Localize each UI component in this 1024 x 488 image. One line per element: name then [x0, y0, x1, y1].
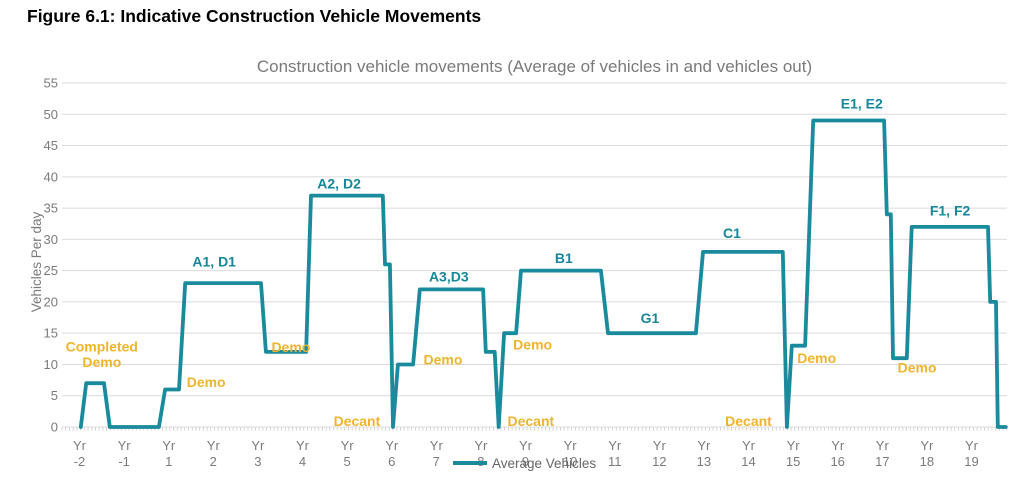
- x-tick-label: -1: [118, 454, 130, 469]
- y-tick-label: 5: [51, 388, 58, 403]
- x-tick-labels: Yr-2Yr-1Yr1Yr2Yr3Yr4Yr5Yr6Yr7Yr8Yr9Yr10Y…: [73, 438, 979, 469]
- x-tick-label: Yr: [474, 438, 488, 453]
- annotations: Completed Demo Demo A1, D1 Demo A2, D2 Decant D…: [66, 96, 971, 429]
- x-tick-label: 4: [299, 454, 306, 469]
- x-tick-label: 12: [652, 454, 666, 469]
- x-tick-label: 3: [254, 454, 261, 469]
- annotation-label: Demo: [513, 336, 552, 352]
- series-line-average-vehicles: [78, 118, 1008, 429]
- y-tick-label: 15: [44, 326, 58, 341]
- y-tick-label: 10: [44, 357, 58, 372]
- annotation-label: Completed Demo: [66, 339, 138, 371]
- x-tick-label: 7: [433, 454, 440, 469]
- y-tick-label: 20: [44, 294, 58, 309]
- y-tick-label: 50: [44, 107, 58, 122]
- x-tick-label: 13: [697, 454, 711, 469]
- x-tick-label: Yr: [742, 438, 756, 453]
- x-tick-label: Yr: [787, 438, 801, 453]
- y-tick-label: 25: [44, 263, 58, 278]
- y-tick-labels: 0 5 10 15 20 25 30 35 40 45 50 55: [44, 76, 58, 435]
- x-tick-label: -2: [74, 454, 86, 469]
- y-tick-label: 55: [44, 76, 58, 91]
- x-tick-label: 19: [964, 454, 978, 469]
- annotation-label: E1, E2: [841, 96, 883, 112]
- legend: Average Vehicles: [453, 456, 596, 471]
- x-tick-label: 5: [343, 454, 350, 469]
- annotation-label: C1: [723, 225, 741, 241]
- x-tick-label: Yr: [920, 438, 934, 453]
- y-tick-label: 45: [44, 138, 58, 153]
- x-tick-label: 18: [920, 454, 934, 469]
- x-tick-label: Yr: [564, 438, 578, 453]
- x-tick-label: Yr: [296, 438, 310, 453]
- x-tick-label: Yr: [251, 438, 265, 453]
- annotation-label: Decant: [334, 413, 381, 429]
- x-tick-label: Yr: [430, 438, 444, 453]
- annotation-label: B1: [555, 250, 573, 266]
- x-tick-label: Yr: [162, 438, 176, 453]
- annotation-label: Demo: [271, 339, 310, 355]
- x-tick-label: Yr: [341, 438, 355, 453]
- x-tick-label: 14: [741, 454, 755, 469]
- annotation-label: F1, F2: [930, 203, 971, 219]
- annotation-label: Demo: [187, 374, 226, 390]
- x-axis: [61, 427, 1008, 431]
- x-tick-label: Yr: [519, 438, 533, 453]
- x-tick-label: Yr: [965, 438, 979, 453]
- x-tick-label: 2: [210, 454, 217, 469]
- x-tick-label: 11: [608, 454, 622, 469]
- annotation-label: Demo: [797, 350, 836, 366]
- y-axis-title: Vehicles Per day: [29, 211, 44, 312]
- annotation-label: A2, D2: [317, 176, 361, 192]
- chart-title: Construction vehicle movements (Average …: [257, 57, 812, 76]
- x-tick-label: Yr: [697, 438, 711, 453]
- x-tick-label: 9: [522, 454, 529, 469]
- annotation-label: Decant: [508, 413, 555, 429]
- annotation-label: Decant: [725, 413, 772, 429]
- annotation-label: A3,D3: [429, 268, 469, 284]
- x-tick-label: 16: [830, 454, 844, 469]
- gridlines: [62, 82, 1007, 428]
- x-tick-label: 15: [786, 454, 800, 469]
- x-tick-label: Yr: [385, 438, 399, 453]
- annotation-label: A1, D1: [192, 253, 236, 269]
- legend-label: Average Vehicles: [492, 456, 596, 471]
- annotation-label: Demo: [424, 351, 463, 367]
- x-tick-label: Yr: [653, 438, 667, 453]
- y-tick-label: 35: [44, 201, 58, 216]
- y-axis-label: Vehicles Per day: [29, 211, 44, 312]
- x-tick-label: 17: [875, 454, 889, 469]
- x-tick-label: Yr: [207, 438, 221, 453]
- x-tick-label: 1: [165, 454, 172, 469]
- x-tick-label: Yr: [118, 438, 132, 453]
- x-tick-label: 6: [388, 454, 395, 469]
- x-tick-label: Yr: [876, 438, 890, 453]
- y-tick-label: 40: [44, 169, 58, 184]
- y-tick-label: 30: [44, 232, 58, 247]
- series-lines: [78, 118, 1008, 429]
- chart-title-text: Construction vehicle movements (Average …: [257, 57, 812, 76]
- x-tick-label: Yr: [73, 438, 87, 453]
- annotation-label: G1: [641, 310, 660, 326]
- x-tick-label: Yr: [608, 438, 622, 453]
- x-tick-label: 10: [563, 454, 577, 469]
- figure-title: Figure 6.1: Indicative Construction Vehi…: [27, 6, 482, 26]
- annotation-label: Demo: [898, 360, 937, 376]
- y-tick-label: 0: [51, 420, 58, 435]
- x-tick-label: Yr: [831, 438, 845, 453]
